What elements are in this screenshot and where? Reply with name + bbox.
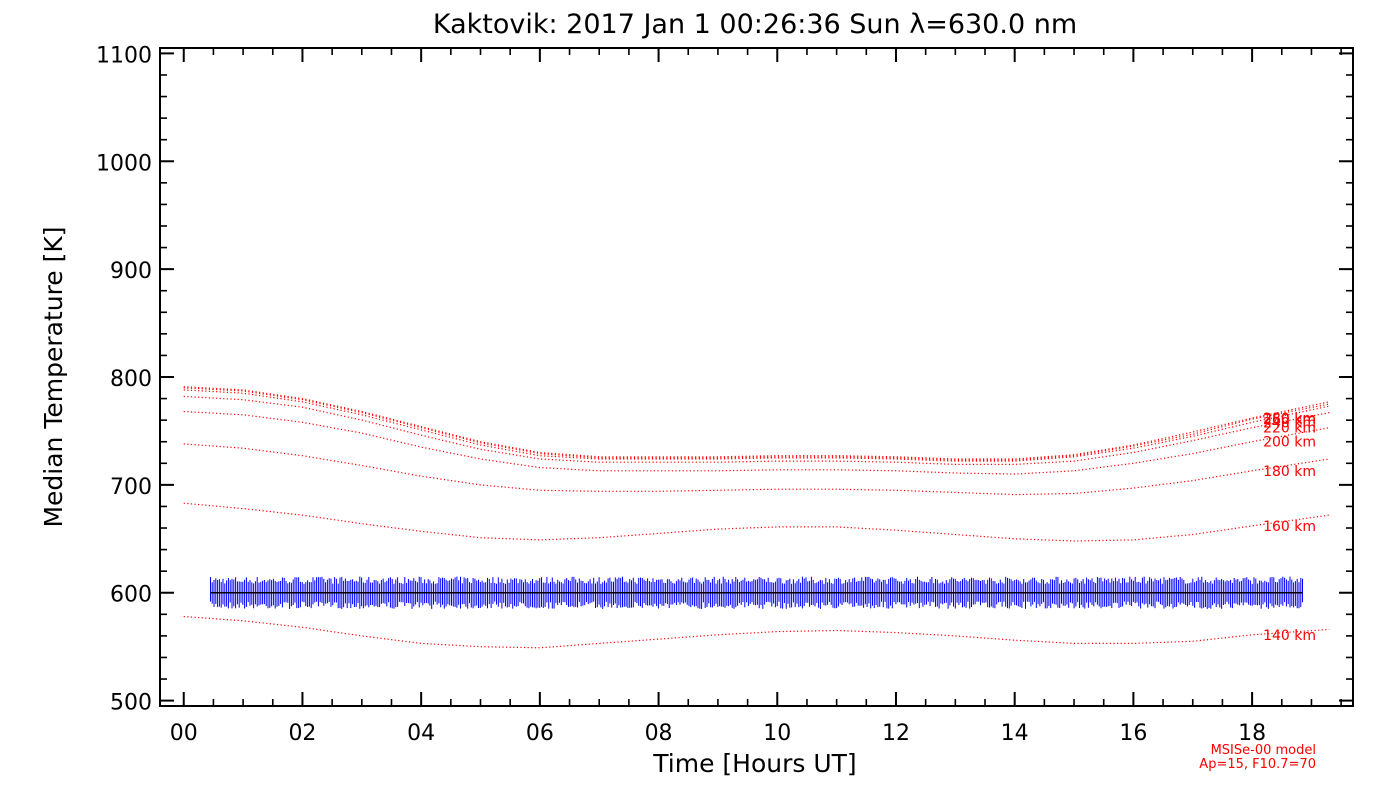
model-curve-label-5: 240 km bbox=[1263, 415, 1316, 431]
y-tick-label: 600 bbox=[110, 583, 152, 608]
x-tick-label: 04 bbox=[407, 721, 435, 746]
model-curve-1 bbox=[183, 502, 1330, 542]
y-tick-label: 1000 bbox=[96, 151, 152, 176]
x-tick-label: 18 bbox=[1238, 721, 1266, 746]
model-curve-label-3: 200 km bbox=[1263, 435, 1316, 451]
model-curve-label-1: 160 km bbox=[1263, 519, 1316, 535]
x-axis-label: Time [Hours UT] bbox=[652, 749, 856, 778]
x-tick-label: 12 bbox=[882, 721, 910, 746]
model-curve-5 bbox=[183, 389, 1330, 462]
indices-annotation: Ap=15, F10.7=70 bbox=[1199, 757, 1316, 772]
model-curve-label-4: 220 km bbox=[1263, 421, 1316, 437]
model-curve-label-0: 140 km bbox=[1263, 628, 1316, 644]
y-tick-label: 800 bbox=[110, 367, 152, 392]
model-curve-4 bbox=[183, 395, 1330, 465]
y-tick-label: 700 bbox=[110, 475, 152, 500]
model-curve-2 bbox=[183, 443, 1330, 496]
x-tick-label: 16 bbox=[1119, 721, 1147, 746]
model-curve-0 bbox=[183, 615, 1330, 649]
y-tick-label: 500 bbox=[110, 691, 152, 716]
model-curve-6 bbox=[183, 387, 1330, 461]
model-curve-label-2: 180 km bbox=[1263, 464, 1316, 480]
plot-frame bbox=[159, 47, 1354, 707]
x-tick-label: 02 bbox=[288, 721, 316, 746]
x-tick-label: 00 bbox=[170, 721, 198, 746]
x-tick-label: 14 bbox=[1001, 721, 1029, 746]
model-annotation: MSISe-00 model bbox=[1211, 743, 1316, 758]
x-tick-label: 08 bbox=[645, 721, 673, 746]
axes: 500 600 700 800 900 1000 1100 00 02 04 06 08 10 12 14 1… bbox=[96, 43, 1353, 746]
model-curve-label-7: 280 km bbox=[1263, 411, 1316, 427]
x-tick-label: 10 bbox=[763, 721, 791, 746]
model-curve-label-6: 260 km bbox=[1263, 412, 1316, 428]
x-tick-label: 06 bbox=[526, 721, 554, 746]
chart-title: Kaktovik: 2017 Jan 1 00:26:36 Sun λ=630.… bbox=[433, 9, 1077, 40]
y-axis-label: Median Temperature [K] bbox=[39, 226, 68, 527]
model-curve-7 bbox=[183, 386, 1330, 460]
y-tick-label: 1100 bbox=[96, 43, 152, 68]
model-curve-3 bbox=[183, 410, 1330, 475]
y-tick-label: 900 bbox=[110, 259, 152, 284]
